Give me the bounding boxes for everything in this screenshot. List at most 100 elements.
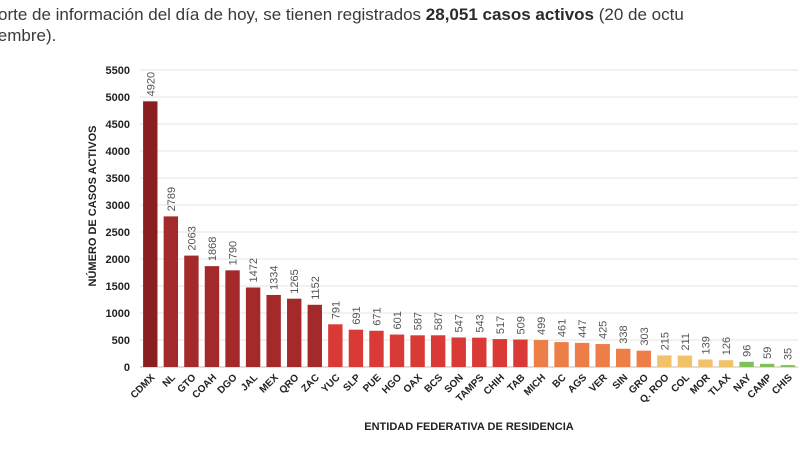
bar-value-label: 547 [454, 314, 466, 332]
bar [348, 329, 364, 367]
bar [369, 330, 384, 367]
x-axis-label: ENTIDAD FEDERATIVA DE RESIDENCIA [364, 421, 573, 433]
bar-value-label: 517 [495, 316, 507, 334]
bar [451, 337, 466, 367]
bar [554, 342, 569, 367]
bar-value-label: 1790 [228, 241, 240, 265]
value-labels: 4920 2789 2063 1868 1790 1472 1334 1265 1152 791 6… [145, 72, 794, 360]
x-tick-label: MEX [258, 372, 281, 395]
y-tick-label: 2000 [106, 254, 130, 266]
bar-value-label: 215 [659, 332, 671, 350]
bar [657, 355, 672, 367]
y-tick-label: 4000 [106, 146, 130, 158]
x-tick-label: ZAC [300, 372, 322, 394]
x-tick-label: CDMX [129, 372, 158, 401]
bar [677, 355, 693, 367]
x-tick-label: DGO [216, 372, 240, 396]
bar-value-label: 139 [700, 336, 712, 354]
bar-value-label: 126 [721, 337, 733, 355]
bar [245, 287, 261, 367]
header-line-2: iembre). [0, 26, 57, 45]
bar-value-label: 1152 [310, 276, 322, 300]
bar-value-label: 35 [783, 348, 795, 360]
x-tick-label: TLAX [707, 372, 733, 398]
bar [574, 342, 590, 367]
bar [533, 340, 549, 367]
x-tick-label: AGS [566, 372, 589, 395]
bar [307, 304, 322, 367]
bar-value-label: 499 [536, 317, 548, 335]
bar [143, 101, 158, 367]
bar [266, 294, 281, 367]
bar-value-label: 543 [474, 314, 486, 332]
bar [636, 350, 651, 367]
bar-value-label: 1868 [207, 237, 219, 261]
bar-value-label: 791 [330, 301, 342, 319]
bar [595, 344, 610, 367]
x-tick-label: PUE [361, 372, 384, 395]
bar-value-label: 447 [577, 320, 589, 338]
bar [328, 324, 343, 367]
bar [410, 335, 425, 367]
bar-value-label: 587 [413, 312, 425, 330]
y-axis-label: NÚMERO DE CASOS ACTIVOS [86, 126, 99, 287]
y-tick-label: 3000 [106, 200, 130, 212]
bar-value-label: 509 [515, 316, 527, 334]
y-axis-ticks: 0 500 1000 1500 2000 2500 3000 3500 4000 4500 5000… [106, 65, 130, 374]
bar-value-label: 2789 [166, 187, 178, 211]
bar [430, 335, 446, 367]
bar-value-label: 425 [598, 321, 610, 339]
x-tick-label: COL [669, 372, 692, 395]
y-tick-label: 1000 [106, 308, 130, 320]
x-tick-label: CHIH [482, 372, 507, 397]
bar-value-label: 96 [742, 345, 754, 357]
x-tick-label: JAL [239, 372, 260, 393]
y-tick-label: 5500 [106, 65, 130, 77]
bars [143, 101, 795, 367]
bar [616, 348, 631, 367]
bar-value-label: 691 [351, 306, 363, 324]
bar-value-label: 671 [371, 307, 383, 325]
bar [780, 365, 795, 367]
header-text-post: (20 de octu [594, 5, 684, 24]
y-tick-label: 5000 [106, 92, 130, 104]
bar [718, 360, 734, 367]
x-tick-label: BCS [423, 372, 446, 395]
bar [492, 339, 508, 367]
bar-value-label: 338 [618, 325, 630, 343]
x-tick-label: MICH [522, 372, 548, 398]
bar-value-label: 59 [762, 347, 774, 359]
x-tick-label: HGO [380, 372, 404, 396]
bar-value-label: 461 [557, 319, 569, 337]
x-tick-label: OAX [402, 372, 425, 395]
bar [184, 255, 199, 367]
y-tick-label: 2500 [106, 227, 130, 239]
bar-value-label: 4920 [145, 72, 157, 96]
bar [204, 266, 220, 367]
bar-value-label: 601 [392, 311, 404, 329]
bar-value-label: 1265 [289, 269, 301, 293]
header-text: orte de información del día de hoy, se t… [0, 4, 800, 46]
header-active-cases: 28,051 casos activos [425, 5, 595, 24]
bar [759, 363, 775, 367]
x-tick-label: QRO [277, 372, 301, 396]
bar [739, 361, 754, 367]
bar [163, 216, 179, 367]
y-tick-label: 0 [124, 362, 130, 374]
y-tick-label: 3500 [106, 173, 130, 185]
bar [472, 337, 487, 367]
bar [225, 270, 240, 367]
x-tick-label: CHIS [770, 372, 795, 397]
bar [513, 339, 528, 367]
header-line-1: orte de información del día de hoy, se t… [0, 4, 800, 25]
bar-value-label: 587 [433, 312, 445, 330]
x-tick-label: VER [587, 372, 610, 395]
x-tick-label: YUC [320, 372, 343, 395]
header-text-pre: orte de información del día de hoy, se t… [0, 5, 426, 24]
y-tick-label: 4500 [106, 119, 130, 131]
bar [698, 359, 713, 367]
y-tick-label: 500 [112, 335, 130, 347]
bar-value-label: 303 [639, 327, 651, 345]
bar-value-label: 1472 [248, 258, 260, 282]
